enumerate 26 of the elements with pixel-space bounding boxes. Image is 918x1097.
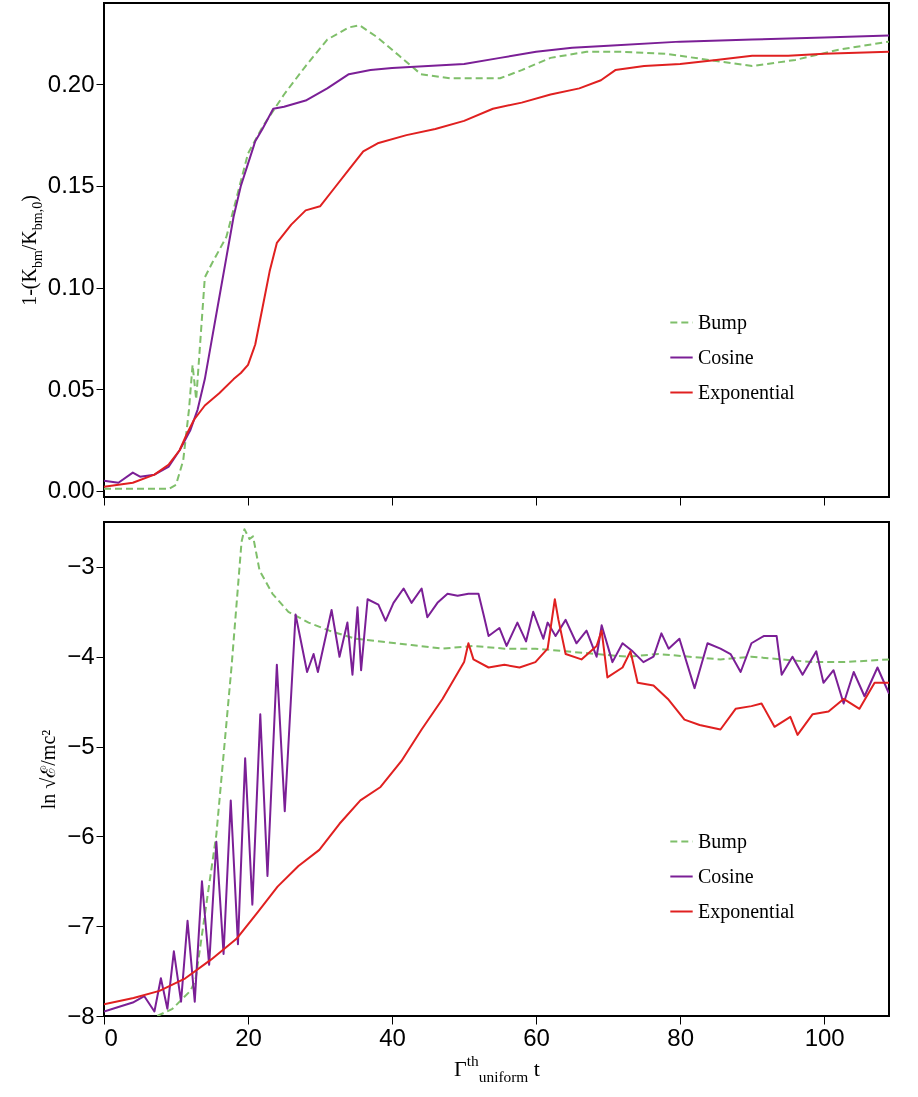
x-axis-title: Γ$^{th}$$_{uniform}$ t (454, 1051, 540, 1086)
y-tick-label: 0.00 (47, 476, 95, 504)
y-tick-label: −3 (67, 552, 95, 580)
x-tick-label: 80 (667, 1023, 694, 1051)
y-tick-label: −4 (67, 642, 95, 670)
y-tick-label: 0.15 (47, 171, 95, 199)
y-axis-title: ln √ℰ/mc² (37, 729, 60, 810)
y-tick-label: −7 (67, 911, 95, 939)
x-tick-label: 60 (523, 1023, 550, 1051)
x-tick-label: 40 (379, 1023, 406, 1051)
y-tick-label: 0.10 (47, 273, 95, 301)
legend-label: Bump (698, 829, 747, 853)
legend-label: Cosine (698, 864, 754, 887)
legend-label: Exponential (698, 380, 796, 404)
y-tick-label: −8 (67, 1001, 95, 1029)
legend-label: Exponential (698, 899, 796, 923)
y-tick-label: 0.05 (47, 374, 95, 402)
x-tick-label: 20 (235, 1023, 262, 1051)
y-tick-label: −6 (67, 821, 95, 849)
line-series (156, 528, 889, 1016)
x-tick-label: 0 (104, 1023, 118, 1051)
legend-label: Bump (698, 310, 747, 334)
y-tick-label: −5 (67, 732, 95, 760)
legend-label: Cosine (698, 345, 754, 368)
y-tick-label: 0.20 (47, 69, 95, 97)
x-tick-label: 100 (804, 1023, 845, 1051)
